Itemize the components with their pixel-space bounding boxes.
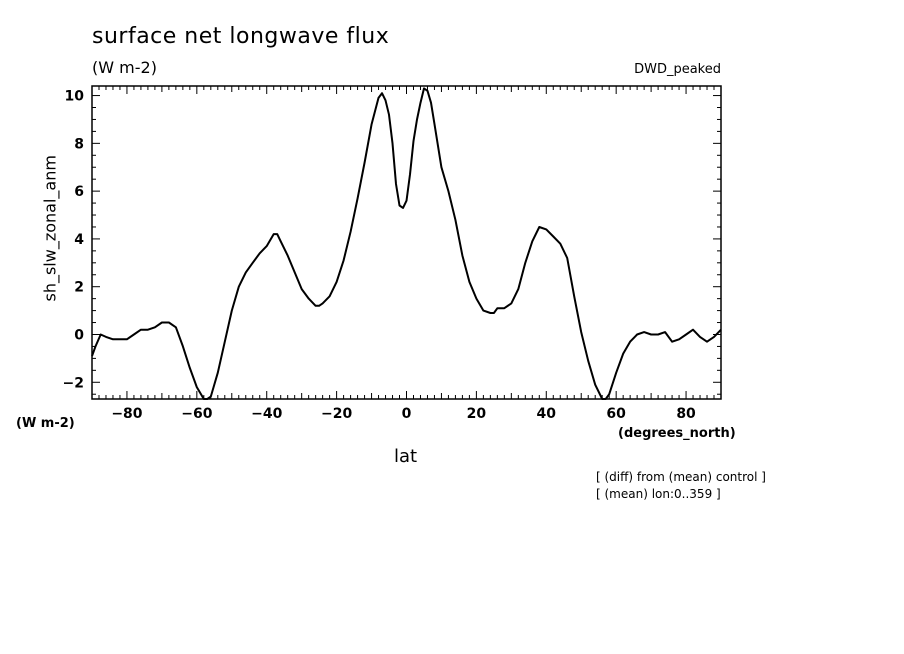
note-diff: [ (diff) from (mean) control ]: [596, 470, 766, 484]
y-tick-label: 0: [74, 327, 84, 343]
x-tick-label: −80: [111, 406, 142, 422]
note-mean: [ (mean) lon:0..359 ]: [596, 487, 721, 501]
experiment-label: DWD_peaked: [634, 62, 721, 77]
y-tick-label: 4: [74, 232, 84, 248]
x-axis-label: lat: [394, 446, 418, 467]
y-tick-label: −2: [63, 375, 84, 391]
chart-units: (W m-2): [92, 58, 157, 77]
x-tick-label: −60: [181, 406, 212, 422]
y-tick-label: 10: [65, 89, 85, 105]
y-tick-label: 2: [74, 280, 84, 296]
series-line: [91, 87, 722, 400]
y-tick-label: 6: [74, 184, 84, 200]
axis-ticks: [91, 86, 722, 399]
chart-title: surface net longwave flux: [92, 24, 390, 49]
x-tick-label: 0: [402, 406, 412, 422]
x-tick-label: −40: [251, 406, 282, 422]
x-tick-label: −20: [321, 406, 352, 422]
y-tick-label: 8: [74, 136, 84, 152]
x-tick-label: 40: [537, 406, 557, 422]
plot-frame: [91, 85, 722, 400]
x-tick-label: 20: [467, 406, 487, 422]
y-units-label: (W m-2): [16, 416, 75, 431]
x-tick-label: 60: [606, 406, 626, 422]
x-tick-label: 80: [676, 406, 696, 422]
x-units-label: (degrees_north): [618, 426, 736, 441]
